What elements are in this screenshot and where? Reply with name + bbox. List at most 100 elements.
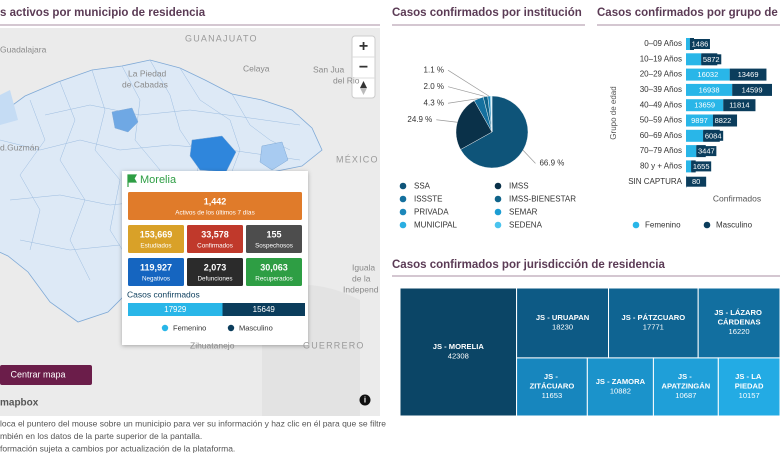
legend-marker <box>399 195 407 203</box>
y-tick-label: 50–59 Años <box>640 116 682 125</box>
legend-label: SEMAR <box>509 208 538 217</box>
stat-card <box>246 225 302 253</box>
treemap-tile <box>717 357 780 417</box>
leader-line <box>447 69 490 97</box>
stat-value: 2,073 <box>204 262 227 272</box>
bar-label: 8822 <box>715 116 732 125</box>
legend-marker <box>227 324 235 332</box>
bar-label: 16938 <box>699 85 720 94</box>
y-tick-label: 60–69 Años <box>640 131 682 140</box>
map-note: mbién en los datos de la parte superior … <box>0 431 202 441</box>
bar-label: 6084 <box>705 131 722 140</box>
map-title: s activos por municipio de residencia <box>0 7 206 19</box>
map-place-label: de la <box>352 273 371 283</box>
info-button[interactable] <box>359 394 371 406</box>
flag-icon <box>127 174 138 187</box>
tile-name: JS - PÁTZCUARO <box>621 313 685 322</box>
bar-label: 1486 <box>692 39 709 48</box>
stat-value: 30,063 <box>260 262 288 272</box>
treemap-tile <box>586 357 654 417</box>
stat-value: 33,578 <box>201 229 229 239</box>
stat-value: 1,442 <box>204 196 227 206</box>
map-note: formación sujeta a cambios por actualiza… <box>0 443 235 453</box>
stat-card <box>187 258 243 286</box>
slice-label: 2.0 % <box>424 82 444 91</box>
map-place-label: Celaya <box>243 63 270 73</box>
bar-segment <box>686 83 733 96</box>
leader-line <box>447 98 479 104</box>
center-map-button[interactable] <box>0 365 92 385</box>
bar-label: 13469 <box>738 70 759 79</box>
bar-segment <box>686 38 690 50</box>
stat-label: Confirmados <box>197 243 233 250</box>
map-place-label: d.Guzmán <box>0 142 39 152</box>
bar-segment <box>686 129 704 142</box>
y-tick-label: 10–19 Años <box>640 54 682 63</box>
treemap-tile <box>697 287 780 359</box>
tile-value: 42308 <box>448 352 469 361</box>
attribution[interactable]: mapbox <box>0 398 39 409</box>
y-tick-label: 40–49 Años <box>640 100 682 109</box>
tile-name: JS - URUAPAN <box>536 313 589 322</box>
popup-title: Morelia <box>140 174 177 186</box>
map-place-label: San Jua <box>313 64 344 74</box>
confirmed-bar-label: 17929 <box>164 305 187 314</box>
legend-marker <box>399 221 407 229</box>
label-background <box>689 39 710 49</box>
center-map-label[interactable]: Centrar mapa <box>10 369 65 379</box>
tile-name: JS - MORELIA <box>433 342 485 351</box>
tile-name: JS - APATZINGÁN <box>662 372 711 391</box>
legend-marker <box>494 182 502 190</box>
pie-slice <box>460 95 529 169</box>
label-background <box>701 54 722 65</box>
legend-label: MUNICIPAL <box>414 221 458 230</box>
zoom-in-button[interactable]: + <box>359 38 368 55</box>
bar-label: 80 <box>692 177 700 186</box>
stat-label: Sospechosos <box>255 243 293 250</box>
map-place-label: Guadalajara <box>0 44 47 54</box>
map-note: loca el puntero del mouse sobre un munic… <box>0 418 386 428</box>
confirmed-bar-label: 15649 <box>253 305 276 314</box>
bar-segment <box>723 99 756 112</box>
bar-segment <box>686 68 730 81</box>
legend-label: IMSS <box>509 182 529 191</box>
legend-label: Femenino <box>645 221 681 230</box>
stat-value: 119,927 <box>140 262 172 272</box>
map-place-label: Zihuatanejo <box>190 340 235 350</box>
label-background <box>712 115 733 126</box>
stat-label: Activos de los últimos 7 días <box>175 210 254 217</box>
tile-name: JS - ZAMORA <box>596 377 646 386</box>
x-axis-title: Confirmados <box>713 193 761 203</box>
info-icon[interactable]: i <box>364 396 366 405</box>
map-place-label: GUERRERO <box>303 340 365 350</box>
tile-name: JS - LA PIEDAD <box>735 372 764 391</box>
bar-segment <box>686 160 692 173</box>
stat-value: 153,669 <box>140 229 173 239</box>
stat-card <box>128 225 184 253</box>
compass-button[interactable] <box>360 81 367 88</box>
tile-value: 10157 <box>739 391 760 400</box>
legend-label: Femenino <box>173 323 206 332</box>
stat-card <box>128 258 184 286</box>
y-tick-label: 30–39 Años <box>640 85 682 94</box>
slice-label: 1.1 % <box>424 65 444 74</box>
zoom-out-button[interactable]: − <box>359 59 368 76</box>
legend-label: SEDENA <box>509 221 543 230</box>
leader-line <box>522 149 536 164</box>
tile-value: 18230 <box>552 322 573 331</box>
municipality[interactable] <box>0 90 18 125</box>
municipality[interactable] <box>111 107 139 133</box>
y-tick-label: 70–79 Años <box>640 146 682 155</box>
zoom-control <box>351 35 376 99</box>
bar-label: 11814 <box>729 101 749 110</box>
legend-marker <box>161 324 169 332</box>
bar-label: 5872 <box>703 55 720 64</box>
bar-label: 9897 <box>691 116 708 125</box>
slice-label: 4.3 % <box>424 98 444 107</box>
legend-label: Masculino <box>239 323 273 332</box>
municipality[interactable] <box>259 141 289 171</box>
legend-label: Masculino <box>716 221 753 230</box>
y-axis-title: Grupo de edad <box>609 86 618 139</box>
map-place-label: Iguala <box>352 262 375 272</box>
